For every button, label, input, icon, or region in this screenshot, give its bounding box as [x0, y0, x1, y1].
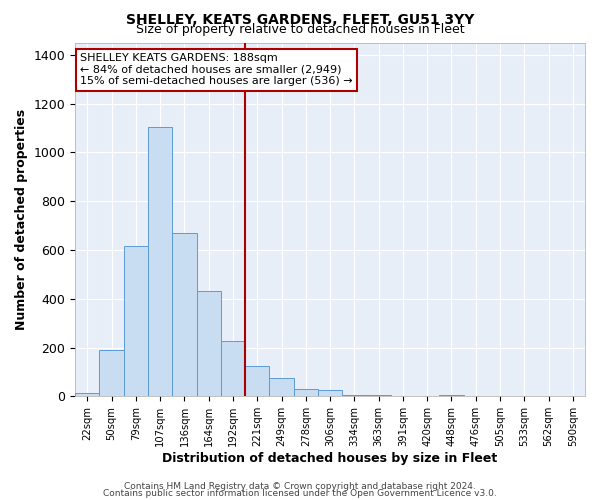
Bar	[100, 350, 124, 397]
Bar	[221, 342, 245, 396]
Bar	[148, 126, 172, 396]
Text: SHELLEY, KEATS GARDENS, FLEET, GU51 3YY: SHELLEY, KEATS GARDENS, FLEET, GU51 3YY	[126, 12, 474, 26]
Bar	[318, 390, 342, 396]
Bar	[269, 378, 293, 396]
Text: Contains HM Land Registry data © Crown copyright and database right 2024.: Contains HM Land Registry data © Crown c…	[124, 482, 476, 491]
Y-axis label: Number of detached properties: Number of detached properties	[15, 109, 28, 330]
X-axis label: Distribution of detached houses by size in Fleet: Distribution of detached houses by size …	[163, 452, 498, 465]
Bar	[245, 366, 269, 396]
Bar	[75, 392, 100, 396]
Bar	[367, 395, 391, 396]
Text: Size of property relative to detached houses in Fleet: Size of property relative to detached ho…	[136, 22, 464, 36]
Bar	[124, 246, 148, 396]
Bar	[439, 395, 464, 396]
Text: Contains public sector information licensed under the Open Government Licence v3: Contains public sector information licen…	[103, 490, 497, 498]
Text: SHELLEY KEATS GARDENS: 188sqm
← 84% of detached houses are smaller (2,949)
15% o: SHELLEY KEATS GARDENS: 188sqm ← 84% of d…	[80, 53, 353, 86]
Bar	[172, 233, 197, 396]
Bar	[197, 292, 221, 397]
Bar	[342, 395, 367, 396]
Bar	[293, 389, 318, 396]
